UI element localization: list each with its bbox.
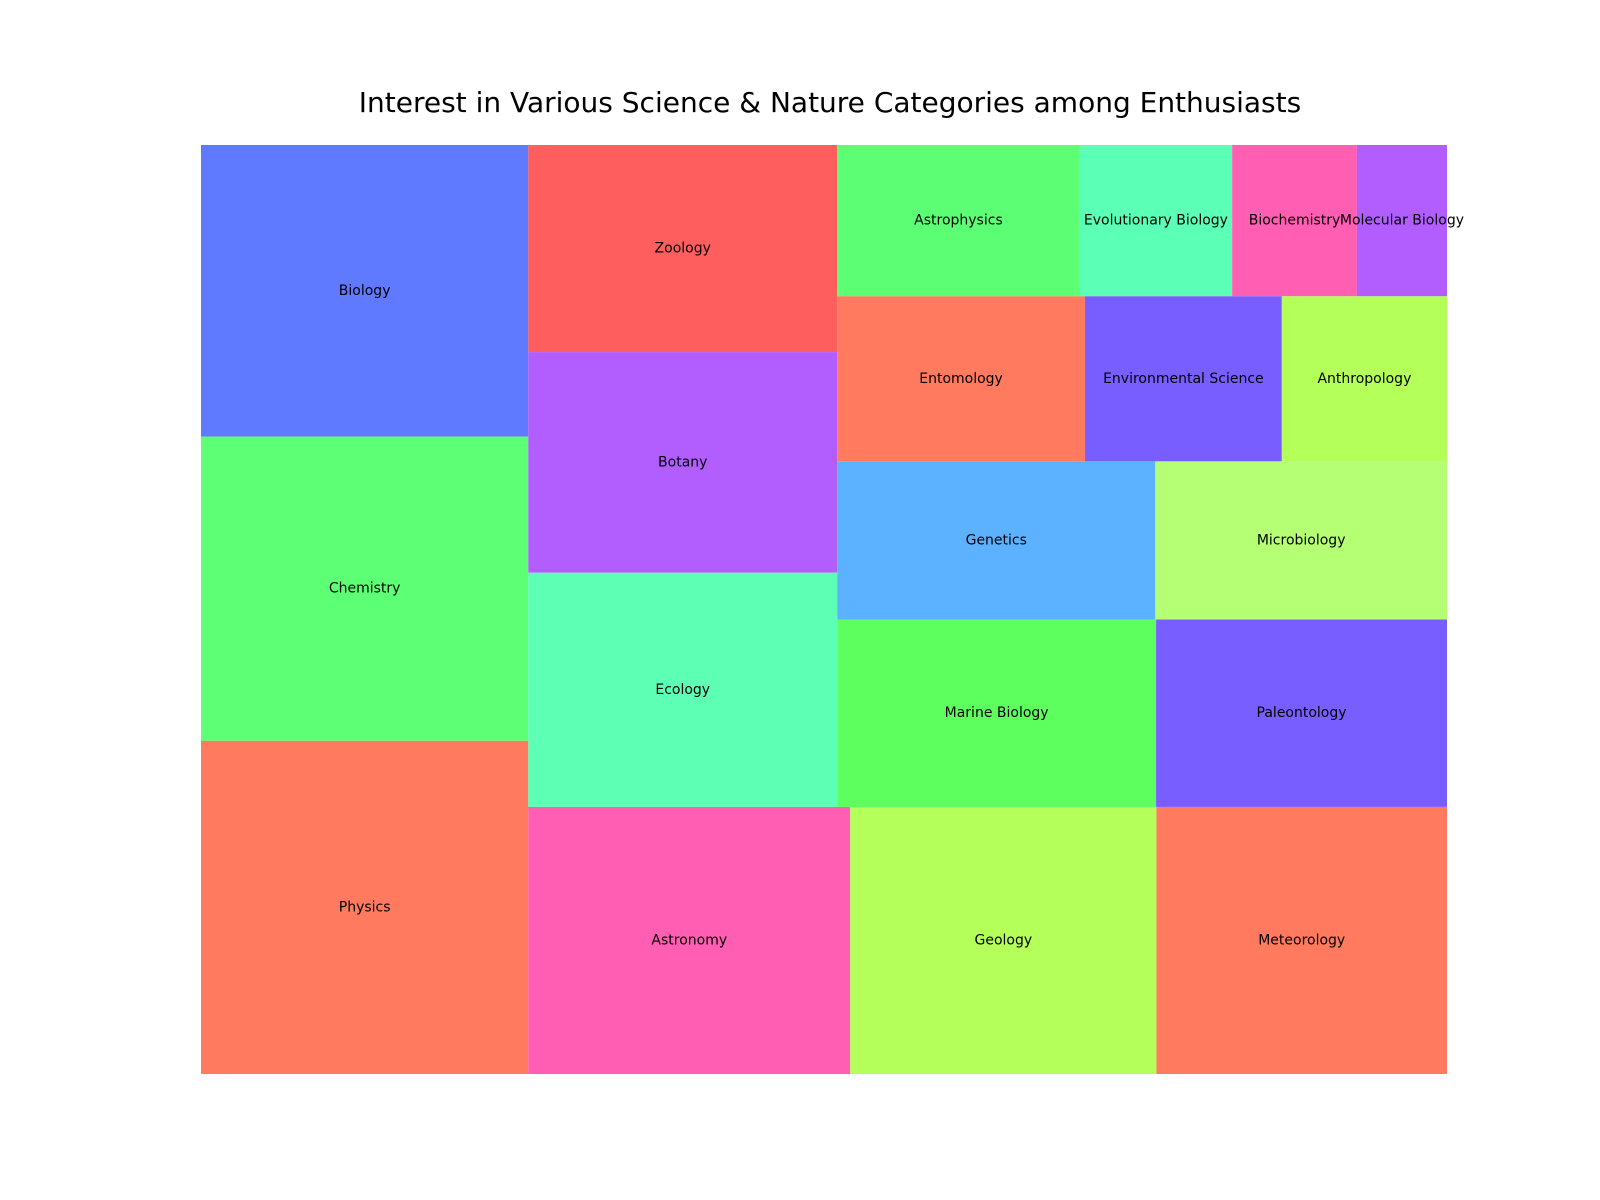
- treemap-rect-physics: [201, 740, 529, 1074]
- treemap-rect-meteorology: [1156, 806, 1447, 1074]
- treemap-rect-zoology: [528, 145, 838, 353]
- treemap-label-meteorology: Meteorology: [1258, 932, 1345, 948]
- treemap-cell-biology: Biology: [201, 145, 529, 437]
- treemap-label-anthropology: Anthropology: [1317, 371, 1411, 387]
- treemap-rect-biochemistry: [1232, 145, 1357, 297]
- treemap-cell-entomology: Entomology: [837, 296, 1085, 462]
- treemap-label-chemistry: Chemistry: [329, 581, 401, 597]
- treemap-label-paleontology: Paleontology: [1257, 705, 1347, 721]
- treemap-rect-geology: [850, 806, 1157, 1074]
- treemap-rect-paleontology: [1156, 619, 1447, 807]
- treemap-rect-environmental-science: [1084, 296, 1282, 462]
- treemap-rect-entomology: [837, 296, 1085, 462]
- treemap-rect-ecology: [528, 572, 838, 807]
- treemap-cell-evolutionary-biology: Evolutionary Biology: [1079, 145, 1233, 297]
- treemap-label-molecular-biology: Molecular Biology: [1340, 213, 1464, 229]
- treemap-cell-marine-biology: Marine Biology: [837, 619, 1157, 807]
- treemap-cell-microbiology: Microbiology: [1155, 461, 1447, 620]
- treemap-rect-marine-biology: [837, 619, 1157, 807]
- treemap-label-evolutionary-biology: Evolutionary Biology: [1084, 213, 1228, 229]
- treemap-cell-molecular-biology: Molecular Biology: [1340, 145, 1464, 297]
- treemap-label-ecology: Ecology: [655, 682, 710, 698]
- treemap-label-microbiology: Microbiology: [1257, 532, 1346, 548]
- treemap-cell-chemistry: Chemistry: [201, 436, 529, 741]
- treemap-rect-chemistry: [201, 436, 529, 741]
- treemap-rect-astrophysics: [837, 145, 1080, 297]
- treemap-rect-astronomy: [528, 806, 851, 1074]
- treemap-label-astronomy: Astronomy: [651, 932, 727, 948]
- treemap-label-entomology: Entomology: [919, 371, 1003, 387]
- treemap-cell-physics: Physics: [201, 740, 529, 1074]
- treemap-rect-anthropology: [1281, 296, 1447, 462]
- treemap-cell-anthropology: Anthropology: [1281, 296, 1447, 462]
- treemap-label-zoology: Zoology: [655, 241, 711, 257]
- treemap-rect-molecular-biology: [1356, 145, 1447, 297]
- treemap-label-environmental-science: Environmental Science: [1103, 371, 1264, 387]
- treemap-cell-environmental-science: Environmental Science: [1084, 296, 1282, 462]
- treemap-label-astrophysics: Astrophysics: [914, 213, 1003, 229]
- treemap-cell-paleontology: Paleontology: [1156, 619, 1447, 807]
- treemap-rect-botany: [528, 352, 838, 573]
- chart-title: Interest in Various Science & Nature Cat…: [358, 86, 1302, 119]
- treemap-label-biochemistry: Biochemistry: [1249, 213, 1341, 229]
- treemap-rect-biology: [201, 145, 529, 437]
- treemap-cell-botany: Botany: [528, 352, 838, 573]
- treemap-cell-astrophysics: Astrophysics: [837, 145, 1080, 297]
- treemap-cell-zoology: Zoology: [528, 145, 838, 353]
- treemap-cell-geology: Geology: [850, 806, 1157, 1074]
- treemap-rect-genetics: [837, 461, 1156, 620]
- treemap-label-biology: Biology: [339, 283, 391, 299]
- treemap-rect-microbiology: [1155, 461, 1447, 620]
- treemap-cell-astronomy: Astronomy: [528, 806, 851, 1074]
- treemap-label-genetics: Genetics: [966, 532, 1027, 548]
- treemap-cell-ecology: Ecology: [528, 572, 838, 807]
- treemap-label-botany: Botany: [658, 454, 707, 470]
- treemap-cell-genetics: Genetics: [837, 461, 1156, 620]
- treemap-cell-biochemistry: Biochemistry: [1232, 145, 1357, 297]
- treemap-cell-meteorology: Meteorology: [1156, 806, 1447, 1074]
- treemap-label-geology: Geology: [975, 932, 1033, 948]
- treemap-label-marine-biology: Marine Biology: [945, 705, 1049, 721]
- treemap-label-physics: Physics: [339, 899, 391, 915]
- treemap-rect-evolutionary-biology: [1079, 145, 1233, 297]
